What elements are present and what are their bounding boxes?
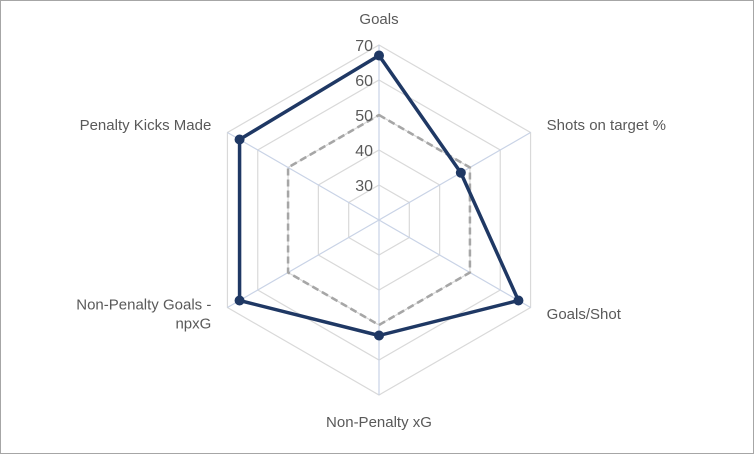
axis-label-5: Penalty Kicks Made	[80, 117, 212, 134]
series-layer	[234, 50, 524, 341]
axis-label-4-line-0: Non-Penalty Goals -	[76, 297, 211, 314]
axis-label-1: Shots on target %	[547, 117, 666, 134]
series-0-point-5	[234, 134, 245, 145]
r-tick-label-50: 50	[355, 108, 373, 125]
r-tick-label-40: 40	[355, 143, 373, 160]
spoke-5	[227, 131, 380, 221]
spoke-1	[378, 131, 531, 221]
spoke-4	[227, 219, 380, 309]
spoke-2	[378, 219, 531, 309]
r-tick-label-60: 60	[355, 73, 373, 90]
grid-layer	[226, 44, 532, 396]
series-0-point-0	[374, 50, 384, 61]
r-tick-label-70: 70	[355, 38, 373, 55]
tick-label-layer: 30 40 50 60 70	[355, 38, 373, 195]
series-1-line	[286, 113, 472, 327]
r-tick-label-30: 30	[355, 178, 373, 195]
series-0-point-3	[374, 330, 384, 341]
series-0-point-1	[455, 167, 466, 178]
series-0-point-4	[234, 295, 245, 306]
series-0-point-2	[513, 295, 524, 306]
axis-label-0: Goals	[359, 11, 398, 28]
axis-label-layer: Goals Shots on target % Goals/Shot Non-Pena…	[76, 11, 666, 431]
axis-label-2: Goals/Shot	[547, 306, 622, 323]
axis-label-4-line-1: npxG	[175, 316, 211, 333]
axis-label-3: Non-Penalty xG	[326, 414, 432, 431]
